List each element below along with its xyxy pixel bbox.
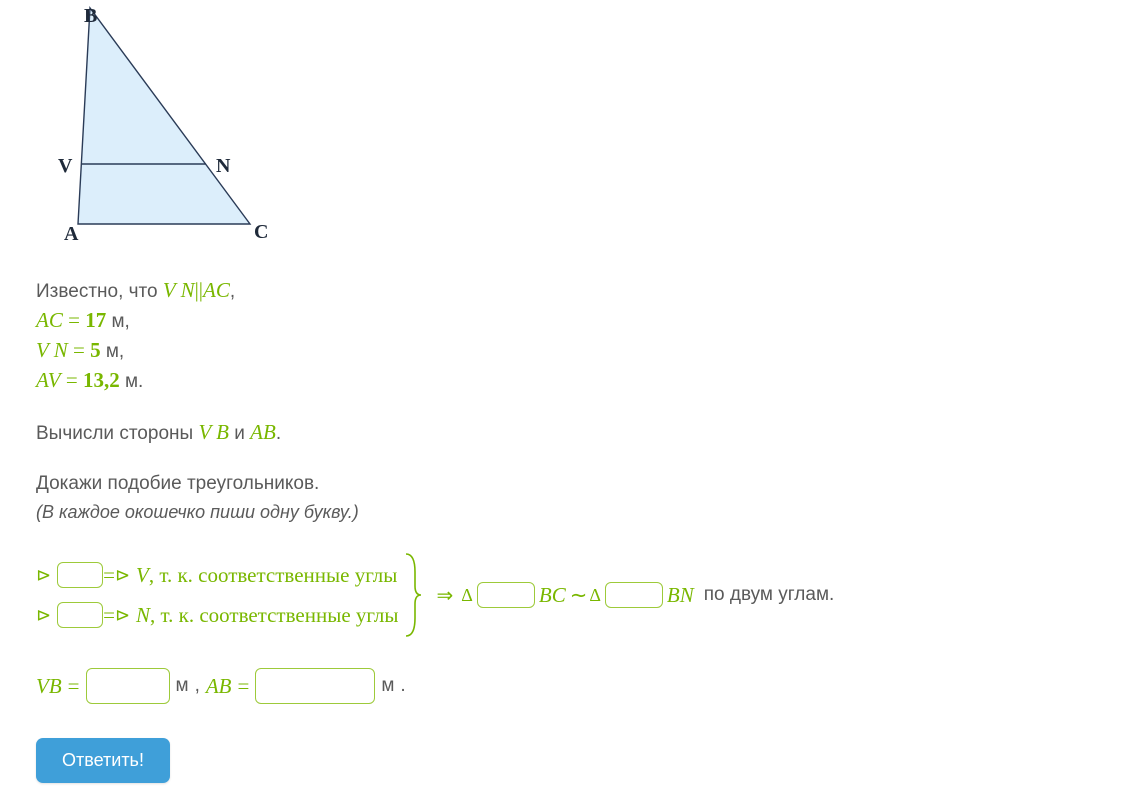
given-line-vn: V N = 5 м, [36, 336, 1132, 366]
diagram-svg: B V N A C [54, 4, 284, 244]
label-N: N [216, 155, 231, 177]
angle2-input[interactable] [57, 602, 103, 628]
given-line-1: Известно, что V N||AC, [36, 276, 1132, 306]
task-line: Вычисли стороны V B и AB. [36, 418, 1132, 448]
triangle2-letter-input[interactable] [605, 582, 663, 608]
proof-row-2: ⊲ = ⊲ N , т. к. соответственные углы [36, 602, 399, 628]
proof-row-1: ⊲ = ⊲ V , т. к. соответственные углы [36, 562, 399, 588]
prove-heading: Докажи подобие треугольников. [36, 470, 1132, 498]
triangle-diagram: B V N A C [54, 4, 1132, 250]
answers-row: VB = м, AB = м. [36, 668, 1132, 704]
given-line-ac: AC = 17 м, [36, 306, 1132, 336]
label-V: V [58, 155, 73, 177]
label-B: B [84, 5, 97, 27]
angle-icon: ⊲ [36, 605, 51, 626]
label-C: C [254, 221, 268, 243]
prove-hint: (В каждое окошечко пиши одну букву.) [36, 498, 1132, 526]
angle-icon: ⊲ [36, 565, 51, 586]
proof-area: ⊲ = ⊲ V , т. к. соответственные углы ⊲ =… [36, 552, 1132, 638]
label-A: A [64, 223, 79, 244]
given-line-av: AV = 13,2 м. [36, 366, 1132, 396]
brace-icon [403, 552, 423, 638]
angle1-input[interactable] [57, 562, 103, 588]
submit-button[interactable]: Ответить! [36, 738, 170, 783]
angle-icon: ⊲ [115, 565, 130, 586]
vb-value-input[interactable] [86, 668, 170, 704]
ab-value-input[interactable] [255, 668, 375, 704]
angle-icon: ⊲ [115, 605, 130, 626]
proof-conclusion: ⇒ Δ BC ∼ Δ BN по двум углам. [431, 582, 835, 608]
triangle1-letter-input[interactable] [477, 582, 535, 608]
